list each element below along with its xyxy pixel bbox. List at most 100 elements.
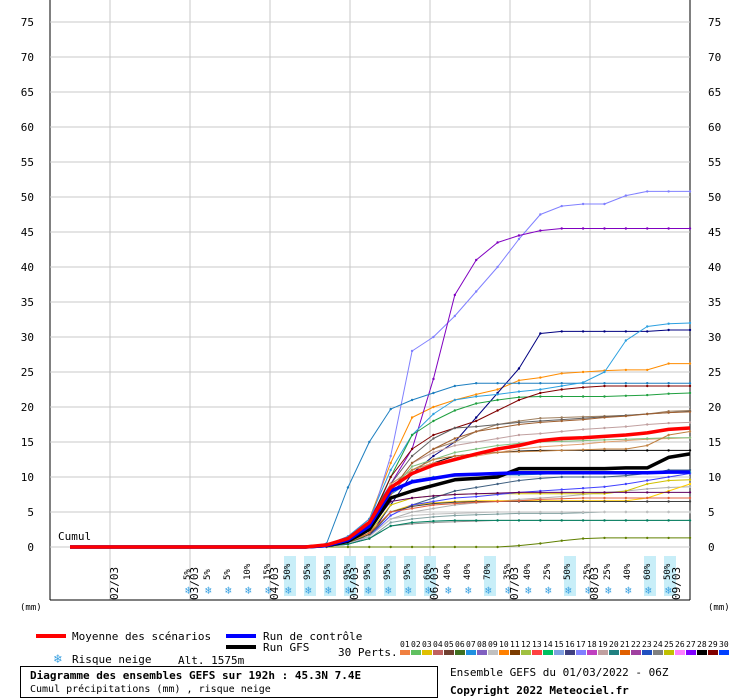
pert-swatch: [697, 650, 707, 655]
pert-swatch: [488, 650, 498, 655]
series-point: [410, 505, 414, 508]
series-point: [432, 447, 435, 451]
y-tick-label: 65: [21, 86, 34, 99]
series-point: [517, 367, 521, 370]
series-point: [646, 325, 649, 328]
series-point: [539, 332, 542, 335]
series-point: [432, 503, 435, 507]
series-point: [368, 535, 371, 538]
snow-risk-icon: ❄: [465, 584, 472, 597]
legend-gfs-label: Run GFS: [263, 641, 309, 654]
pert-swatch: [532, 650, 542, 655]
series-point: [688, 485, 692, 488]
snow-risk-icon: ❄: [645, 584, 652, 597]
y-tick-label: 75: [708, 16, 721, 29]
series-point: [517, 544, 521, 547]
y-tick-label: 40: [21, 261, 34, 274]
series-point: [517, 396, 521, 399]
snow-risk-strip: 5% ❄ 5% ❄ 5% ❄ 10% ❄ 15% ❄ 50% ❄ 95% ❄ 95% ❄ 95% ❄ 95% ❄ 95%…: [183, 556, 676, 597]
series-point: [453, 409, 457, 412]
y-tick-label: 35: [21, 296, 34, 309]
pert-id: 30: [719, 640, 729, 649]
snow-risk-label: 15%: [263, 563, 273, 580]
series-point: [410, 454, 414, 458]
series-point: [475, 393, 478, 396]
series-point: [539, 417, 542, 420]
series-point: [410, 416, 414, 419]
snow-risk-icon: ❄: [405, 584, 412, 597]
snow-risk-icon: ❄: [505, 584, 512, 597]
series-point: [560, 382, 563, 385]
series-point: [475, 440, 478, 444]
pert-id: 16: [565, 640, 575, 649]
snow-risk-label: 40%: [463, 563, 473, 580]
series-point: [453, 454, 457, 458]
series-point: [517, 510, 521, 514]
series-point: [603, 475, 606, 479]
series-point: [560, 497, 563, 500]
series-point: [560, 227, 563, 230]
pert-id: 01: [400, 640, 410, 649]
snow-risk-label: 60%: [643, 563, 653, 580]
pert-id: 10: [499, 640, 509, 649]
series-point: [432, 500, 435, 503]
series-point: [432, 335, 435, 339]
series-point: [432, 412, 435, 416]
series-point: [688, 384, 692, 388]
snow-risk-icon: ❄: [525, 584, 532, 597]
series-point: [667, 421, 670, 425]
series-point: [389, 461, 392, 465]
series-point: [688, 478, 692, 481]
series-point: [475, 402, 478, 405]
snow-risk-icon: ❄: [565, 584, 572, 597]
series-line-moyenne-des-sc-narios: [70, 426, 691, 549]
snow-risk-bar: [364, 556, 376, 596]
series-point: [581, 370, 585, 374]
y-tick-label: 70: [21, 51, 34, 64]
series-point: [688, 449, 692, 452]
series-point: [581, 395, 585, 398]
snow-risk-label: 40%: [623, 563, 633, 580]
series-point: [539, 445, 542, 449]
pert-id: 11: [510, 640, 520, 649]
series-point: [475, 395, 478, 398]
series-point: [432, 494, 435, 498]
series-point: [453, 440, 457, 444]
series-point: [646, 479, 649, 482]
x-tick-label: 04/03: [268, 567, 281, 600]
series-point: [581, 428, 585, 431]
series-point: [560, 430, 563, 433]
y-tick-label: 25: [21, 366, 34, 379]
y-tick-label: 20: [21, 401, 34, 414]
series-point: [517, 450, 521, 453]
y-tick-label: 20: [708, 401, 721, 414]
series-point: [389, 454, 392, 458]
y-tick-label: 30: [708, 331, 721, 344]
series-point: [475, 425, 478, 428]
series-point: [453, 384, 457, 388]
run-label: Ensemble GEFS du 01/03/2022 - 06Z: [450, 666, 669, 679]
legend-control-label: Run de contrôle: [263, 630, 362, 643]
series-point: [603, 440, 606, 444]
series-point: [475, 382, 478, 385]
series-point: [603, 500, 606, 503]
series-point: [603, 384, 606, 388]
series-point: [496, 519, 499, 522]
series-point: [667, 384, 670, 388]
snow-risk-label: 95%: [323, 563, 333, 580]
pert-swatch: [521, 650, 531, 655]
series-point: [688, 496, 692, 500]
series-point: [539, 213, 542, 216]
series-point: [560, 372, 563, 375]
perts-legend: 01 02 03 04 05 06 07 08 09 10 11 12 13 14 15 16 17 18 19 20…: [400, 640, 729, 655]
pert-swatch: [587, 650, 597, 655]
series-point: [667, 227, 670, 230]
pert-id: 28: [697, 640, 707, 649]
series-point: [539, 449, 542, 453]
series-point: [432, 519, 435, 523]
series-point: [646, 190, 649, 193]
series-point: [496, 382, 499, 385]
series-point: [517, 234, 521, 237]
series-point: [432, 496, 435, 500]
series-point: [624, 474, 628, 477]
